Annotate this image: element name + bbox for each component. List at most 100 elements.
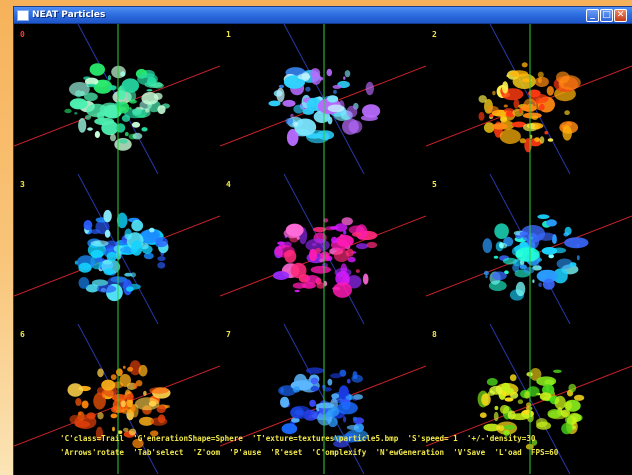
particle (576, 255, 580, 261)
particle (103, 209, 112, 223)
particle (278, 84, 285, 89)
particle (310, 377, 319, 384)
particle (308, 248, 318, 262)
particle (539, 392, 552, 401)
particle (509, 374, 517, 382)
particle (565, 415, 573, 425)
particle-render-3 (14, 174, 220, 324)
particle (331, 236, 338, 244)
particle (326, 68, 333, 77)
particle (534, 76, 549, 87)
particle (141, 92, 159, 105)
particle (538, 282, 542, 288)
particle (123, 427, 129, 432)
particle (561, 422, 573, 435)
particle (132, 438, 144, 449)
particle (343, 416, 347, 423)
particle (131, 121, 141, 128)
particle (512, 263, 520, 273)
particle (493, 411, 499, 422)
particle (519, 231, 529, 236)
particle (334, 223, 348, 232)
particle (487, 390, 495, 396)
particle (515, 247, 540, 262)
maximize-button[interactable]: □ (600, 9, 613, 22)
particle (333, 435, 346, 442)
particle (155, 237, 168, 248)
particle-cell-3[interactable]: 3 (14, 174, 220, 324)
title-bar[interactable]: NEAT Particles _ □ ✕ (14, 7, 632, 24)
particle (143, 390, 147, 396)
particle-render-6 (14, 324, 220, 474)
particle (306, 97, 322, 112)
particle (568, 383, 577, 393)
particle (124, 132, 129, 137)
minimize-button[interactable]: _ (586, 9, 599, 22)
particle (119, 139, 128, 144)
particle (81, 400, 89, 409)
particle (78, 411, 82, 416)
close-button[interactable]: ✕ (614, 9, 627, 22)
particle (532, 279, 535, 283)
particle-cell-4[interactable]: 4 (220, 174, 426, 324)
particle (327, 95, 339, 103)
particle (284, 249, 297, 263)
particle-cell-5[interactable]: 5 (426, 174, 632, 324)
particle (149, 387, 169, 394)
particle (320, 251, 330, 260)
particle (482, 238, 493, 254)
particle (110, 374, 117, 380)
particle-render-2 (426, 24, 632, 174)
particle (101, 379, 116, 391)
particle (283, 228, 302, 239)
particle (128, 107, 132, 110)
particle (503, 108, 514, 114)
particle (510, 413, 530, 421)
particle (293, 104, 305, 114)
particle (553, 268, 568, 284)
particle (552, 237, 557, 244)
particle (107, 75, 112, 81)
particle (116, 368, 123, 377)
particle (483, 270, 489, 276)
particle (335, 271, 350, 286)
particle (83, 220, 93, 231)
cell-index-label: 0 (20, 30, 25, 39)
particle (365, 81, 374, 96)
particle (536, 376, 557, 386)
particle (67, 383, 84, 397)
particle-cell-6[interactable]: 6 (14, 324, 220, 474)
particle (294, 118, 317, 136)
particle (366, 241, 378, 249)
particle (331, 393, 340, 399)
particle (546, 86, 554, 96)
particle (345, 395, 355, 400)
particle (537, 71, 544, 78)
particle (302, 282, 316, 289)
particle (489, 113, 494, 118)
particle (519, 138, 526, 144)
cell-index-label: 7 (226, 330, 231, 339)
particle-cell-1[interactable]: 1 (220, 24, 426, 174)
particle-viewport[interactable]: 0 1 2 3 4 5 6 7 8 (14, 24, 632, 475)
particle (84, 92, 98, 102)
particle (352, 416, 357, 421)
particle-render-0 (14, 24, 220, 174)
particle (562, 125, 572, 141)
particle (99, 118, 107, 125)
particle-cell-7[interactable]: 7 (220, 324, 426, 474)
particle (536, 269, 559, 283)
particle (520, 105, 537, 112)
particle-cell-2[interactable]: 2 (426, 24, 632, 174)
particle (346, 105, 358, 118)
particle-cell-8[interactable]: 8 (426, 324, 632, 474)
particle (539, 103, 545, 111)
particle (129, 360, 142, 376)
particle (499, 129, 521, 144)
particle (145, 108, 150, 113)
particle (272, 271, 290, 280)
particle-cell-0[interactable]: 0 (14, 24, 220, 174)
particle (119, 373, 131, 387)
particle (315, 247, 321, 254)
cell-index-label: 4 (226, 180, 231, 189)
